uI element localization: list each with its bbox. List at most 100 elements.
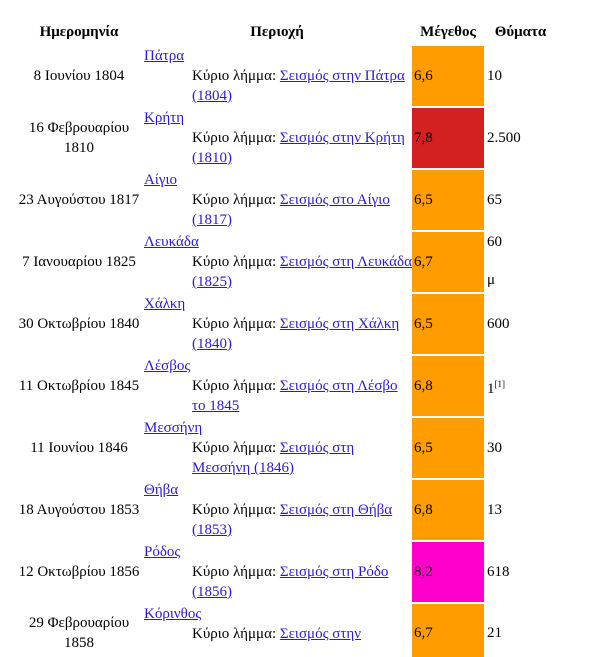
region-line: Κρήτη: [144, 108, 412, 128]
region-link[interactable]: Χάλκη: [144, 296, 186, 312]
main-article: Κύριο λήμμα: Σεισμός στην Κρήτη (1810): [192, 128, 412, 168]
victims: 10: [487, 68, 502, 84]
page: Ημερομηνία Περιοχή Μέγεθος Θύματα 8 Ιουν…: [0, 18, 596, 657]
magnitude: 6,5: [412, 418, 484, 478]
region-line: Πάτρα: [144, 46, 412, 66]
victims: 1: [487, 380, 495, 397]
date: 18 Αυγούστου 1853: [18, 502, 140, 518]
victims-cell: 60 μ: [484, 232, 557, 292]
region-link[interactable]: Ρόδος: [144, 544, 181, 560]
magnitude: 6,7: [412, 604, 484, 657]
region-line: Ρόδος: [144, 542, 412, 562]
row: 11 Οκτωβρίου 1845 Λέσβος Κύριο λήμμα: Σεισ…: [16, 356, 557, 416]
victims: 60: [487, 234, 502, 250]
region-cell: Θήβα Κύριο λήμμα: Σεισμός στη Θήβα (1853): [142, 480, 412, 540]
victims: 30: [487, 440, 502, 456]
region-cell: Μεσσήνη Κύριο λήμμα: Σεισμός στη Μεσσήνη …: [142, 418, 412, 478]
victims-cell: 30: [484, 418, 557, 478]
date: 7 Ιανουαρίου 1825: [22, 254, 136, 270]
victims: 2.500: [487, 130, 521, 146]
region-link[interactable]: Λευκάδα: [144, 234, 199, 250]
date: 16 Φεβρουαρίου 1810: [28, 120, 130, 156]
date: 11 Οκτωβρίου 1845: [18, 378, 140, 394]
row: 12 Οκτωβρίου 1856 Ρόδος Κύριο λήμμα: Σεισμ…: [16, 542, 557, 602]
victims-cell: 21: [484, 604, 557, 657]
main-article-label: Κύριο λήμμα:: [192, 502, 277, 518]
region-cell: Αίγιο Κύριο λήμμα: Σεισμός στο Αίγιο (181…: [142, 170, 412, 230]
main-article-label: Κύριο λήμμα:: [192, 316, 277, 332]
region-line: Μεσσήνη: [144, 418, 412, 438]
victims-note: μ: [487, 272, 496, 288]
region-link[interactable]: Θήβα: [144, 482, 179, 498]
main-article: Κύριο λήμμα: Σεισμός στη Λέσβο το 1845: [192, 376, 412, 416]
date: 29 Φεβρουαρίου 1858: [28, 615, 130, 651]
victims-cell: 65: [484, 170, 557, 230]
article-link[interactable]: Σεισμός στην: [279, 626, 362, 642]
header: Θύματα: [494, 23, 547, 40]
magnitude: 6,5: [412, 170, 484, 230]
row: 18 Αυγούστου 1853 Θήβα Κύριο λήμμα: Σεισμό…: [16, 480, 557, 540]
region-line: Λέσβος: [144, 356, 412, 376]
article-link[interactable]: Σεισμός στη Λέσβο το 1845: [192, 378, 398, 414]
region-cell: Πάτρα Κύριο λήμμα: Σεισμός στην Πάτρα (18…: [142, 46, 412, 106]
region-link[interactable]: Πάτρα: [144, 48, 185, 64]
victims-cell: 2.500: [484, 108, 557, 168]
article-link[interactable]: Σεισμός στη Λευκάδα (1825): [192, 254, 412, 290]
earthquake-table: Ημερομηνία Περιοχή Μέγεθος Θύματα 8 Ιουν…: [16, 18, 557, 657]
main-article: Κύριο λήμμα: Σεισμός στη Ρόδο (1856): [192, 562, 412, 602]
region-link[interactable]: Κόρινθος: [144, 606, 202, 622]
region-link[interactable]: Αίγιο: [144, 172, 178, 188]
region-link[interactable]: Κρήτη: [144, 110, 185, 126]
main-article: Κύριο λήμμα: Σεισμός στην: [192, 624, 412, 644]
article-link[interactable]: Σεισμός στη Μεσσήνη (1846): [192, 440, 355, 476]
article-link[interactable]: Σεισμός στη Χάλκη (1840): [192, 316, 400, 352]
region-line: Θήβα: [144, 480, 412, 500]
date: 23 Αυγούστου 1817: [18, 192, 140, 208]
header: Μέγεθος: [420, 23, 476, 40]
row: 30 Οκτωβρίου 1840 Χάλκη Κύριο λήμμα: Σεισμ…: [16, 294, 557, 354]
main-article: Κύριο λήμμα: Σεισμός στο Αίγιο (1817): [192, 190, 412, 230]
header-row: Ημερομηνία Περιοχή Μέγεθος Θύματα: [16, 20, 557, 44]
article-link[interactable]: Σεισμός στη Ρόδο (1856): [192, 564, 389, 600]
magnitude: 8,2: [412, 542, 484, 602]
row: 16 Φεβρουαρίου 1810 Κρήτη Κύριο λήμμα: Σει…: [16, 108, 557, 168]
row: 8 Ιουνίου 1804 Πάτρα Κύριο λήμμα: Σεισμός …: [16, 46, 557, 106]
main-article-label: Κύριο λήμμα:: [192, 440, 277, 456]
region-cell: Κρήτη Κύριο λήμμα: Σεισμός στην Κρήτη (18…: [142, 108, 412, 168]
region-link[interactable]: Μεσσήνη: [144, 420, 203, 436]
main-article: Κύριο λήμμα: Σεισμός στην Πάτρα (1804): [192, 66, 412, 106]
row: 29 Φεβρουαρίου 1858 Κόρινθος Κύριο λήμμα: …: [16, 604, 557, 657]
article-link[interactable]: Σεισμός στο Αίγιο (1817): [192, 192, 390, 228]
region-cell: Ρόδος Κύριο λήμμα: Σεισμός στη Ρόδο (1856…: [142, 542, 412, 602]
victims: 618: [487, 564, 510, 580]
reference[interactable]: [1]: [494, 378, 506, 389]
victims: 21: [487, 625, 502, 641]
main-article-label: Κύριο λήμμα:: [192, 626, 277, 642]
main-article-label: Κύριο λήμμα:: [192, 564, 277, 580]
row: 23 Αυγούστου 1817 Αίγιο Κύριο λήμμα: Σεισμ…: [16, 170, 557, 230]
region-link[interactable]: Λέσβος: [144, 358, 191, 374]
main-article: Κύριο λήμμα: Σεισμός στη Χάλκη (1840): [192, 314, 412, 354]
region-cell: Λέσβος Κύριο λήμμα: Σεισμός στη Λέσβο το …: [142, 356, 412, 416]
victims-cell: 10: [484, 46, 557, 106]
main-article-label: Κύριο λήμμα:: [192, 192, 277, 208]
region-line: Αίγιο: [144, 170, 412, 190]
date: 8 Ιουνίου 1804: [33, 68, 125, 84]
region-line: Κόρινθος: [144, 604, 412, 624]
victims-cell: 1[1]: [484, 356, 557, 416]
victims-cell: 618: [484, 542, 557, 602]
main-article-label: Κύριο λήμμα:: [192, 130, 277, 146]
region-cell: Κόρινθος Κύριο λήμμα: Σεισμός στην: [142, 604, 412, 657]
region-cell: Λευκάδα Κύριο λήμμα: Σεισμός στη Λευκάδα …: [142, 232, 412, 292]
row: 11 Ιουνίου 1846 Μεσσήνη Κύριο λήμμα: Σεισμ…: [16, 418, 557, 478]
article-link[interactable]: Σεισμός στη Θήβα (1853): [192, 502, 393, 538]
date: 30 Οκτωβρίου 1840: [18, 316, 140, 332]
victims: 600: [487, 316, 510, 332]
main-article-label: Κύριο λήμμα:: [192, 68, 277, 84]
header: Ημερομηνία: [39, 23, 119, 40]
magnitude: 6,7: [412, 232, 484, 292]
main-article: Κύριο λήμμα: Σεισμός στη Λευκάδα (1825): [192, 252, 412, 292]
article-link[interactable]: Σεισμός στην Κρήτη (1810): [192, 130, 405, 166]
magnitude: 6,8: [412, 356, 484, 416]
article-link[interactable]: Σεισμός στην Πάτρα (1804): [192, 68, 405, 104]
